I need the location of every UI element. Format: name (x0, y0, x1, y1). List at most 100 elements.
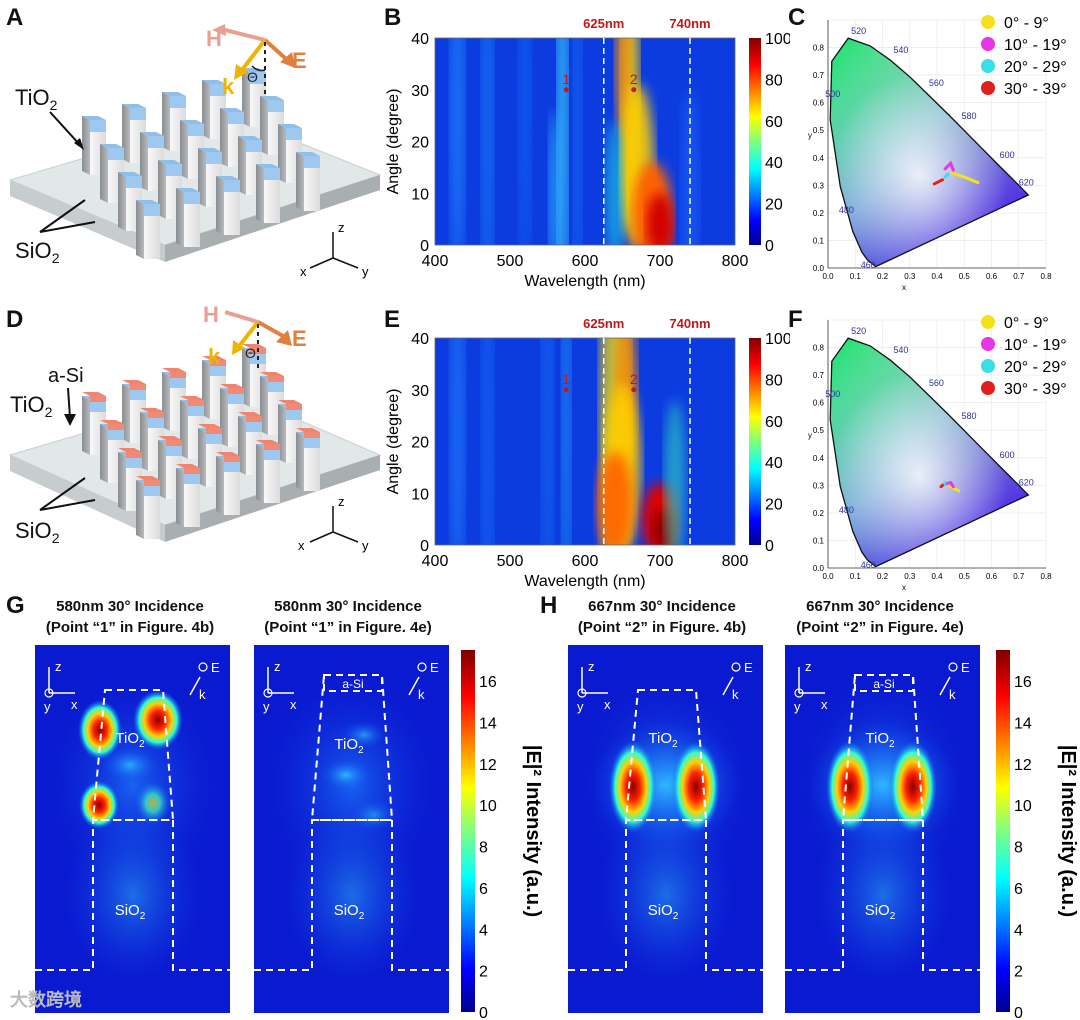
asi-cap (202, 356, 226, 360)
wavelength-label: 480 (839, 505, 854, 515)
axis-x-label: x (821, 697, 828, 712)
incidence-arrows (224, 310, 292, 370)
wavelength-marker-label: 625nm (583, 16, 624, 31)
pillar (304, 436, 320, 491)
wavelength-label: 500 (825, 89, 840, 99)
heatmap-frame (434, 37, 736, 246)
x-tick-label: 0.8 (1040, 572, 1052, 581)
asi-cap (278, 400, 302, 404)
e-field-label: E (292, 48, 307, 73)
heatmap-image (435, 38, 735, 245)
y-tick-label: 0.4 (813, 454, 825, 463)
heat-region (450, 338, 465, 545)
svg-text:k: k (208, 344, 221, 369)
panel-a-label: A (6, 4, 24, 31)
colorbar-tick-label: 40 (765, 155, 783, 172)
sio2-label: SiO2 (15, 238, 60, 266)
sio2-outline (254, 819, 449, 971)
legend-marker (981, 37, 995, 51)
tio2-label: TiO2 (10, 392, 53, 420)
watermark: 大数跨境 (10, 990, 82, 1010)
colorbar-tick-label: 20 (765, 497, 783, 514)
field-hotspot (135, 781, 171, 825)
field-g2-title: 580nm 30° Incidence (Point “1” in Figure.… (264, 598, 432, 636)
x-tick-label: 0.5 (959, 572, 971, 581)
colorbar-tick-label: 12 (1014, 757, 1032, 774)
marked-point-label: 2 (630, 71, 638, 87)
y-axis-label: y (808, 431, 812, 440)
tio2-label: TiO2 (334, 736, 364, 756)
heatmap-frame (434, 337, 736, 546)
axis-x-label: x (604, 697, 611, 712)
y-axis-label: y (808, 131, 812, 140)
panel-h-label: H (540, 592, 558, 619)
colorbar-tick-label: 100 (765, 331, 790, 348)
heat-region (519, 38, 531, 245)
k-vector-label: k (418, 687, 425, 702)
y-tick-label: 0.6 (813, 399, 825, 408)
field-map-g1: TiO2 SiO2 z x y Ek (35, 645, 230, 1013)
panel-e-label: E (384, 306, 401, 333)
heat-region (541, 338, 554, 545)
colorbar (461, 650, 475, 1012)
y-tick-label: 0.3 (813, 181, 825, 190)
x-tick-label: 800 (722, 253, 749, 270)
colorbar-tick-label: 20 (765, 197, 783, 214)
colorbar-tick-label: 14 (1014, 715, 1032, 732)
legend-label: 10° - 19° (1004, 37, 1067, 54)
panel-b-label: B (384, 4, 402, 31)
heat-region (646, 193, 674, 245)
axis-y-label: y (577, 699, 584, 714)
y-tick-label: 0.2 (813, 209, 825, 218)
asi-cap (82, 392, 106, 396)
legend-marker (981, 359, 995, 373)
heat-region (481, 38, 494, 245)
legend-label: 0° - 9° (1004, 15, 1049, 32)
colorbar-tick-label: 10 (479, 798, 497, 815)
wavelength-label: 620 (1019, 177, 1034, 187)
wavelength-label: 600 (1000, 150, 1015, 160)
asi-label: a-Si (873, 677, 894, 691)
colorbar-tick-label: 0 (765, 238, 774, 255)
colorbar-tick-label: 4 (1014, 922, 1023, 939)
axis-x-label: x (290, 697, 297, 712)
x-tick-label: 500 (497, 253, 524, 270)
heat-region (664, 400, 686, 545)
marked-point (631, 87, 637, 93)
colorbar-h: 0 2 4 6 8 10 12 14 16 |E|² Intensity (a.u.) (996, 650, 1079, 1020)
asi-cap (136, 476, 160, 480)
svg-text:z: z (338, 494, 345, 509)
colorbar-tick-label: 8 (1014, 840, 1023, 857)
e-field-symbol (417, 662, 427, 672)
field-hotspot (609, 741, 657, 833)
y-tick-label: 0.0 (813, 264, 825, 273)
marked-point-label: 1 (562, 371, 570, 387)
pillar (224, 180, 240, 235)
asi-label: a-Si (342, 677, 363, 691)
x-axis-label: Wavelength (nm) (524, 273, 645, 290)
k-vector (722, 676, 734, 696)
x-tick-label: 800 (722, 553, 749, 570)
y-tick-label: 0.1 (813, 536, 825, 545)
colorbar-tick-label: 10 (1014, 798, 1032, 815)
x-tick-label: 0.7 (1013, 272, 1025, 281)
color-trajectory (939, 483, 944, 489)
y-tick-label: 0 (420, 538, 429, 555)
y-tick-label: 0.8 (813, 344, 825, 353)
spectral-locus (829, 37, 1030, 268)
wavelength-label: 480 (839, 205, 854, 215)
asi-label: a-Si (48, 365, 84, 387)
field-g1-title: 580nm 30° Incidence (Point “1” in Figure.… (45, 598, 215, 636)
svg-text:z: z (338, 220, 345, 235)
sio2-outline (568, 819, 763, 971)
color-trajectory (932, 178, 944, 186)
colorbar-tick-label: 8 (479, 840, 488, 857)
y-tick-label: 0.7 (813, 71, 825, 80)
legend-marker (981, 381, 995, 395)
axis-y-label: y (44, 699, 51, 714)
k-vector (939, 676, 951, 696)
theta-label: Θ (247, 69, 258, 85)
svg-text:E: E (292, 326, 307, 351)
x-tick-label: 0.4 (931, 572, 943, 581)
colorbar-tick-label: 80 (765, 72, 783, 89)
